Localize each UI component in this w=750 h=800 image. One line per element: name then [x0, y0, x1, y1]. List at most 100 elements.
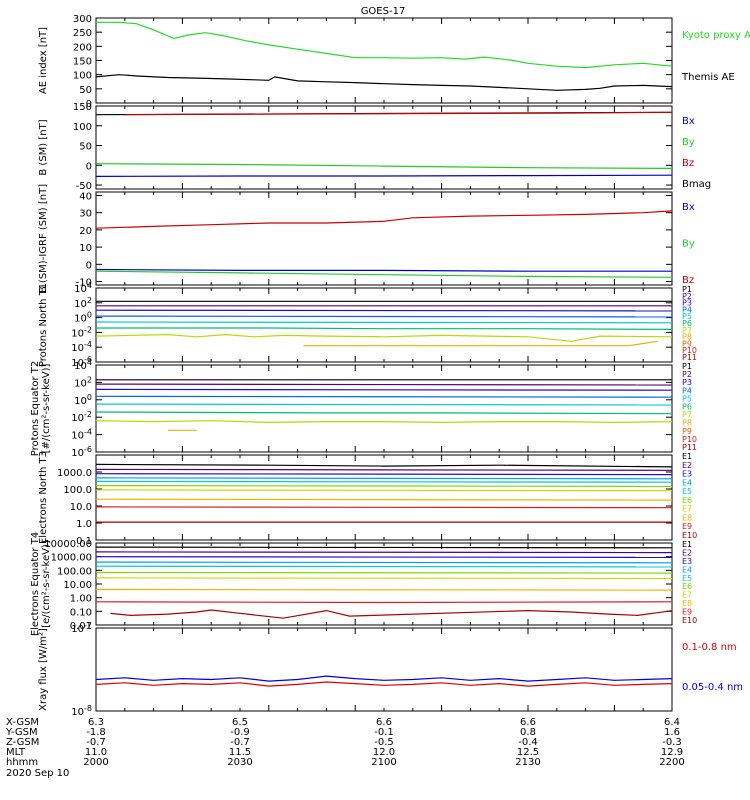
series-line-e1: [95, 546, 673, 549]
series-line-0-05-0-4-nm: [95, 675, 673, 682]
y-tick-label: 10: [79, 243, 92, 254]
y-axis-title: Electrons Equator T4: [30, 532, 41, 636]
footer-row-label: MLT: [6, 747, 26, 758]
legend-entry: By: [682, 137, 695, 148]
y-tick-label: 104: [74, 281, 92, 295]
series-line-p3: [95, 388, 673, 391]
series-line-p5: [95, 403, 673, 406]
y-tick-label: 150: [73, 57, 92, 68]
y-tick-label: 200: [73, 42, 92, 53]
legend-entry: E4: [682, 478, 692, 487]
legend-entry: P11: [682, 443, 697, 452]
series-line-p6: [96, 327, 673, 330]
footer-layer: X-GSM 6.3 6.5 6.6 6.6 6.4 Y-GSM -1.8 -0.9 -0.1 0.8…: [5, 717, 685, 768]
y-axis-units: [e/(cm²-s-sr-keV)]: [41, 540, 52, 628]
series-line-e8: [95, 588, 673, 591]
footer-value: -0.5: [374, 737, 394, 748]
y-tick-label: 1.0: [76, 519, 92, 530]
series-line-bz: [95, 210, 673, 229]
legend-entry: E9: [682, 608, 692, 617]
y-tick-label: 150: [73, 102, 92, 113]
legend-entry: P5: [682, 394, 692, 403]
y-tick-label: 100.0: [63, 485, 92, 496]
series-line-e5: [95, 480, 673, 483]
y-tick-label: 50: [79, 142, 92, 153]
y-axis-title: Xray flux [W/m²]: [38, 628, 49, 711]
footer-value: -0.4: [518, 737, 538, 748]
legend-entry: P6: [682, 319, 692, 328]
y-tick-label: 250: [73, 28, 92, 39]
series-line-p3: [95, 309, 673, 312]
footer-value: 2030: [227, 757, 252, 768]
footer-row-label: Z-GSM: [6, 737, 39, 748]
legend-entry: P3: [682, 299, 692, 308]
y-tick-label: 10-4: [71, 340, 92, 354]
footer-value: -0.3: [662, 737, 682, 748]
legend-entry: E6: [682, 582, 692, 591]
footer-value: 11.5: [229, 747, 251, 758]
series-line-e2: [95, 468, 673, 471]
series-line-p5: [95, 321, 673, 324]
series-line-e9: [95, 506, 673, 509]
footer-value: 6.6: [520, 717, 536, 728]
legend-entry: Bx: [682, 202, 695, 213]
legend-entry: P1: [682, 285, 692, 294]
legend-entry: P5: [682, 312, 692, 321]
y-tick-label: 0: [86, 99, 92, 110]
date-label: 2020 Sep 10: [6, 768, 69, 779]
legend-entry: E10: [682, 531, 697, 540]
legend-entry: By: [682, 239, 695, 250]
y-axis-units: [#/(cm²-s-sr-keV)]: [41, 364, 52, 454]
y-tick-label: 300: [73, 14, 92, 25]
legend-entry: Bmag: [682, 179, 711, 190]
legend-entry: E8: [682, 599, 692, 608]
series-line-e7: [95, 577, 673, 580]
y-tick-label: 100: [74, 393, 92, 407]
footer-value: 11.0: [85, 747, 107, 758]
series-line-p2: [95, 383, 673, 386]
legend-entry: E1: [682, 540, 692, 549]
panel-electrons_t3: 1000.0 100.0 10.0 1.0 0.1 Electrons North T3 E…: [38, 451, 697, 547]
series-line-e7: [95, 489, 673, 492]
series-line-e3: [95, 556, 673, 558]
legend-entry: E3: [682, 470, 692, 479]
series-line-0-1-0-8-nm: [95, 681, 673, 687]
series-line-p4: [95, 395, 673, 398]
footer-value: 12.5: [517, 747, 539, 758]
y-tick-label: 102: [74, 375, 92, 389]
legend-entry: Bz: [682, 158, 694, 169]
legend-entry: P1: [682, 362, 692, 371]
series-line-by: [95, 163, 673, 169]
series-line-e5: [95, 565, 673, 568]
legend-entry: P4: [682, 386, 692, 395]
legend-entry: P6: [682, 403, 692, 412]
series-line-e9: [95, 601, 673, 604]
y-axis-title: B (SM)-IGRF (SM) [nT]: [38, 184, 49, 293]
legend-entry: P9: [682, 339, 692, 348]
footer-row-label: Y-GSM: [5, 727, 38, 738]
series-line-p8: [303, 340, 658, 347]
footer-value: 6.5: [232, 717, 248, 728]
series-line-e3: [95, 473, 673, 476]
series-line-bx: [95, 174, 673, 177]
y-tick-label: 10000.00: [44, 539, 92, 550]
series-line-kyoto-proxy-ae: [96, 21, 673, 69]
y-tick-label: 30: [79, 209, 92, 220]
panel-frame: [95, 17, 673, 104]
footer-value: -0.7: [86, 737, 106, 748]
y-tick-label: 100: [73, 122, 92, 133]
footer-value: -0.7: [230, 737, 250, 748]
footer-value: 2000: [83, 757, 108, 768]
y-tick-label: 100: [73, 71, 92, 82]
y-tick-label: -10: [76, 278, 92, 289]
legend-entry: E1: [682, 452, 692, 461]
series-line-p7: [95, 420, 673, 424]
panel-frame: [95, 627, 673, 712]
footer-value: 1.6: [664, 727, 680, 738]
series-line-themis-ae: [95, 74, 673, 91]
